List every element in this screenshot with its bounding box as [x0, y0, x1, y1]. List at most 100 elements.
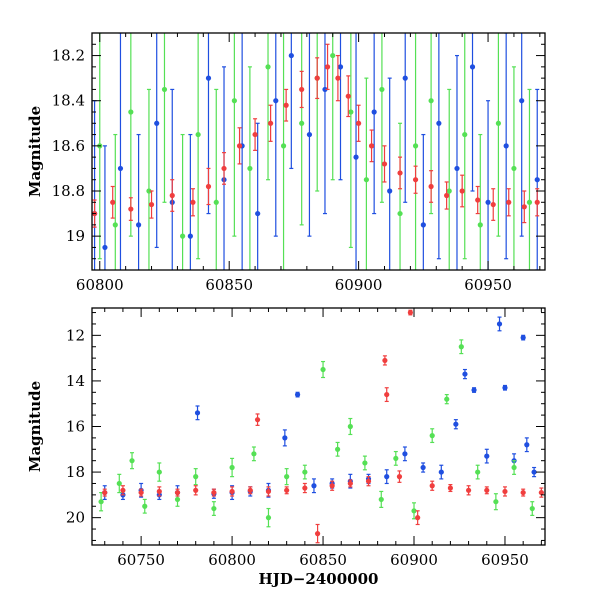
data-point: [161, 86, 168, 93]
data-point: [284, 487, 290, 493]
data-point: [534, 177, 540, 183]
data-point: [402, 75, 408, 81]
data-point: [502, 488, 508, 495]
data-point: [447, 485, 453, 491]
series-blue: [102, 316, 537, 501]
data-point: [213, 199, 219, 205]
data-point: [526, 199, 533, 205]
data-point: [221, 165, 227, 172]
data-point: [453, 421, 459, 427]
data-point: [521, 204, 527, 210]
data-point: [314, 531, 321, 537]
data-point: [465, 487, 472, 493]
data-point: [231, 98, 237, 104]
top-panel-zoomed-light-curve: 60800 60850 60900 60950 18.2 18.4 18.6 18.8 19 Ma…: [26, 32, 546, 294]
data-point: [412, 177, 419, 183]
data-point: [420, 222, 426, 228]
y-tick-label: 19: [66, 227, 85, 245]
y-tick-label: 18.2: [52, 47, 85, 65]
data-point: [205, 183, 212, 190]
data-point: [329, 483, 335, 489]
data-point: [174, 496, 181, 503]
data-point: [180, 233, 186, 239]
x-tick-label: 60750: [117, 551, 165, 569]
data-point: [378, 496, 384, 503]
data-point: [306, 131, 313, 138]
x-tick-label: 60900: [390, 551, 438, 569]
data-point: [438, 469, 444, 475]
data-point: [529, 505, 535, 512]
data-point: [459, 188, 465, 194]
data-point: [475, 197, 481, 203]
data-point: [128, 109, 134, 115]
data-point: [397, 170, 403, 176]
data-point: [462, 371, 468, 377]
x-tick-label: 60900: [335, 276, 383, 294]
data-point: [282, 435, 288, 441]
data-point: [490, 201, 496, 208]
data-point: [302, 485, 308, 491]
data-point: [195, 131, 201, 138]
data-point: [314, 75, 320, 81]
series-blue: [92, 33, 540, 270]
data-point: [511, 165, 517, 172]
data-point: [174, 489, 181, 496]
y-tick-label: 18.6: [52, 137, 85, 155]
y-tick-label: 12: [66, 326, 85, 344]
data-point: [485, 199, 491, 205]
data-point: [138, 489, 144, 496]
data-point: [347, 480, 353, 487]
data-point: [190, 199, 196, 205]
data-point: [436, 120, 442, 126]
y-axis-title: Magnitude: [26, 106, 44, 197]
data-point: [247, 487, 253, 493]
x-tick-label: 60800: [76, 276, 124, 294]
data-point: [387, 188, 393, 194]
data-point: [299, 120, 305, 126]
data-point: [469, 64, 476, 70]
data-point: [356, 120, 362, 126]
data-point: [396, 474, 403, 480]
data-point: [503, 143, 509, 149]
y-tick-label: 18: [66, 463, 85, 481]
data-point: [236, 143, 243, 149]
y-axis-title: Magnitude: [26, 381, 44, 472]
data-point: [268, 120, 274, 126]
data-point: [211, 505, 217, 512]
data-point: [330, 52, 336, 59]
data-point: [284, 474, 290, 480]
data-point: [254, 417, 261, 423]
data-point: [255, 210, 261, 217]
data-point: [154, 120, 160, 126]
data-point: [117, 165, 124, 172]
x-tick-label: 60950: [464, 276, 512, 294]
data-point: [320, 366, 326, 373]
data-point: [446, 188, 452, 194]
data-point: [496, 321, 503, 327]
data-point: [444, 396, 450, 402]
x-tick-label: 60950: [481, 551, 529, 569]
data-point: [531, 469, 537, 475]
data-point: [428, 183, 434, 190]
data-point: [462, 131, 468, 138]
data-point: [251, 451, 257, 457]
data-point: [458, 344, 464, 350]
data-point: [193, 474, 199, 480]
data-point: [420, 464, 426, 471]
data-point: [142, 503, 148, 509]
data-point: [205, 75, 212, 81]
data-point: [294, 391, 301, 398]
data-point: [299, 86, 305, 93]
data-point: [335, 75, 341, 81]
data-point: [156, 488, 162, 495]
data-point: [484, 453, 490, 459]
data-point: [347, 423, 353, 430]
data-point: [169, 192, 175, 199]
data-point: [412, 143, 419, 149]
data-point: [247, 165, 253, 172]
data-point: [411, 508, 417, 514]
data-point: [429, 433, 435, 439]
data-point: [471, 387, 477, 393]
data-point: [384, 391, 390, 398]
y-tick-label: 18.8: [52, 182, 85, 200]
